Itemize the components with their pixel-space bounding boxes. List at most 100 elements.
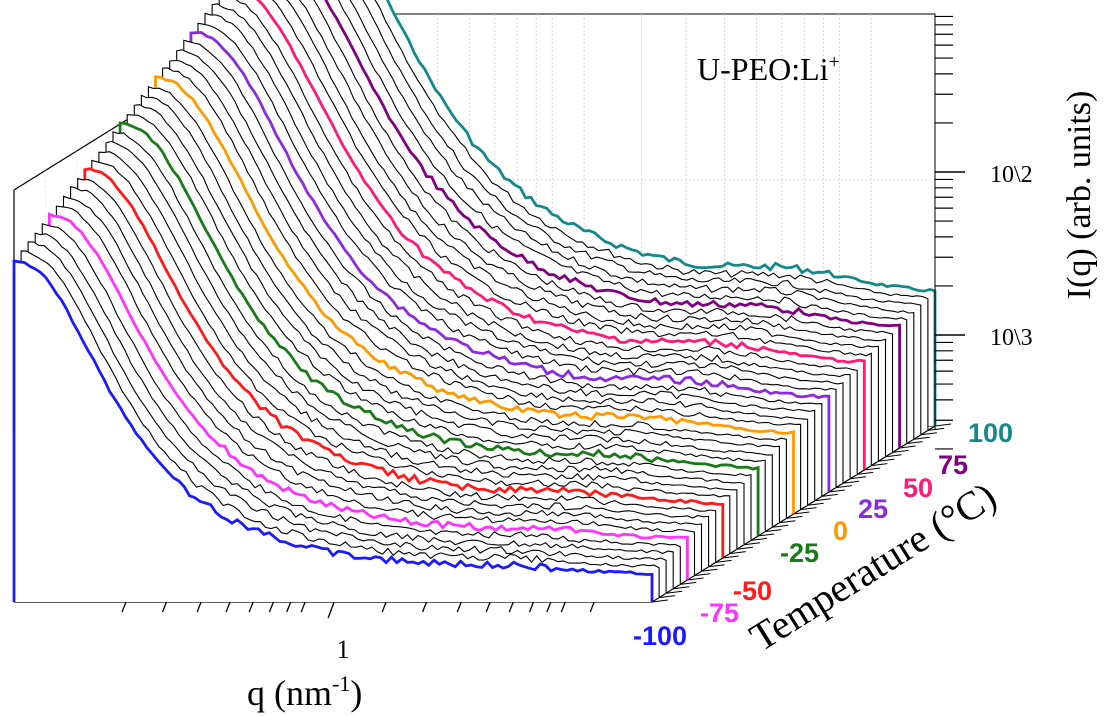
z-tick [807, 502, 824, 506]
temperature-label: 0 [833, 516, 848, 546]
series-line-0 [154, 75, 795, 514]
x-tick [327, 601, 335, 619]
series-line [20, 250, 660, 598]
x-tick [161, 601, 168, 613]
z-tick [673, 586, 690, 590]
z-tick [878, 458, 895, 462]
x-tick [560, 601, 566, 613]
series-line [268, 0, 908, 444]
z-tick [821, 493, 838, 497]
z-tick [800, 507, 817, 511]
z-tick [765, 529, 782, 533]
x-tick [589, 601, 595, 613]
x-tick [381, 601, 387, 613]
series-line-100 [295, 0, 937, 426]
chart-title: U-PEO:Li+ [697, 51, 840, 87]
axis-ticks [121, 14, 965, 619]
temperature-label: -100 [633, 621, 687, 651]
x-tick [300, 601, 306, 613]
series-line [34, 232, 674, 589]
series-line [98, 151, 738, 550]
series-line [77, 177, 717, 563]
series-line [140, 94, 780, 523]
x-tick [196, 601, 202, 613]
z-tick [899, 445, 916, 449]
x-axis-label: q (nm-1) [247, 671, 362, 713]
z-tick [913, 436, 930, 440]
series-line [70, 185, 710, 567]
temperature-label: -25 [780, 538, 819, 568]
z-tick [651, 599, 669, 603]
temperature-label: -50 [733, 576, 772, 606]
series-line [204, 12, 844, 484]
z-tick [743, 542, 761, 546]
z-tick [729, 551, 746, 555]
z-tick [666, 590, 683, 594]
y-axis-label: I(q) (arb. units) [1061, 91, 1098, 300]
z-tick [828, 489, 845, 493]
series-line [147, 86, 787, 519]
series-line--100 [12, 259, 654, 602]
temperature-label: 75 [938, 450, 968, 480]
temperature-label: 100 [968, 418, 1013, 448]
temperature-label: -75 [700, 598, 739, 628]
y-tick-label: 10\2 [990, 162, 1033, 188]
z-tick [701, 568, 718, 572]
z-tick [722, 555, 739, 559]
y-tick-label: 10\3 [990, 325, 1033, 351]
z-tick [927, 427, 944, 431]
series-line [169, 59, 809, 506]
z-tick [786, 515, 803, 519]
x-tick [508, 601, 514, 613]
x-tick-label: 1 [337, 635, 350, 664]
data-curves [12, 0, 937, 602]
series-line [41, 223, 681, 585]
series-line [162, 67, 802, 510]
z-tick [864, 467, 881, 471]
series-line--50 [83, 167, 725, 558]
series-fill [14, 261, 652, 602]
series-line--25 [118, 121, 760, 536]
series-line [282, 0, 922, 435]
z-tick [715, 559, 732, 563]
z-tick [708, 564, 725, 568]
z-tick [736, 546, 753, 550]
series-line [105, 140, 745, 545]
series-line [112, 131, 752, 541]
series-line [55, 205, 696, 576]
z-tick [772, 524, 789, 528]
z-tick [885, 454, 902, 458]
series-line [133, 104, 773, 528]
z-tick [835, 485, 853, 489]
z-tick [687, 577, 704, 581]
series-line [289, 0, 929, 431]
series-line [232, 0, 872, 466]
series-line [176, 49, 816, 501]
z-tick [758, 533, 775, 537]
z-tick [842, 480, 860, 484]
series-line-50 [224, 0, 866, 470]
x-tick [248, 601, 254, 613]
x-tick [225, 601, 231, 613]
series-line [126, 114, 766, 532]
x-tick [268, 601, 275, 613]
z-tick [659, 595, 676, 599]
z-tick [934, 423, 952, 427]
series-line [253, 0, 894, 453]
z-tick [779, 520, 796, 524]
series-line--75 [48, 212, 689, 580]
series-line [239, 0, 879, 462]
series-line [218, 0, 858, 475]
series-line-25 [189, 31, 831, 492]
x-tick [528, 601, 535, 613]
series-line [211, 3, 851, 479]
z-tick [920, 432, 937, 436]
z-tick [892, 449, 909, 453]
z-tick [750, 537, 768, 541]
series-line [91, 159, 731, 554]
series-line [183, 39, 823, 497]
series-line [275, 0, 915, 440]
z-tick [857, 471, 874, 475]
x-tick [456, 601, 462, 613]
